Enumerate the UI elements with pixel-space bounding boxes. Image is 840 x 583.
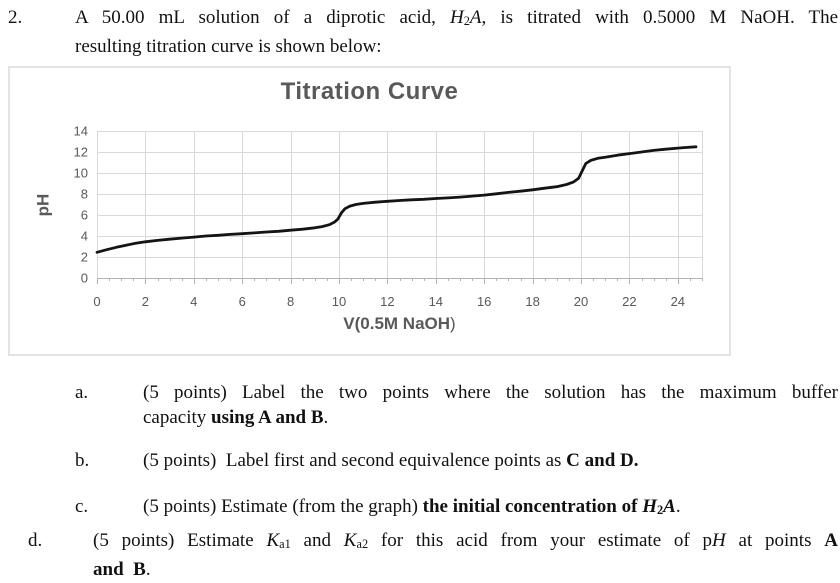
question-text: (5 points) Estimate (from the graph) the… xyxy=(143,494,838,523)
tick-label: 8 xyxy=(287,294,294,309)
text-run: 2 xyxy=(463,14,470,29)
tick-label: 10 xyxy=(332,294,346,309)
text-run: a1 xyxy=(279,537,291,552)
question-item-a: a. (5 points) Label the two points where … xyxy=(0,380,840,430)
text-run: H xyxy=(642,496,657,517)
text-run: K xyxy=(343,530,357,551)
question-text-line: and B. xyxy=(93,557,838,582)
tick-label: 18 xyxy=(525,294,539,309)
text-run: H xyxy=(450,7,464,28)
grid-lines xyxy=(97,131,703,278)
text-run: using A and B xyxy=(211,407,324,428)
text-run: A xyxy=(824,530,838,551)
tick-label: 0 xyxy=(93,294,100,309)
tick-label: 12 xyxy=(74,145,88,160)
tick-label: 2 xyxy=(81,250,88,265)
question-text-line: (5 points) Estimate (from the graph) the… xyxy=(143,494,838,523)
x-axis-title-paren: ) xyxy=(450,314,456,333)
question-text: (5 points) Label first and second equiva… xyxy=(143,448,838,473)
text-run: A 50.00 mL solution of a diprotic acid, xyxy=(75,7,450,28)
text-run: a2 xyxy=(356,537,369,552)
titration-curve xyxy=(95,145,698,254)
text-run: the initial concentration of xyxy=(422,496,643,517)
text-run: . xyxy=(145,559,151,581)
problem-number: 2. xyxy=(8,7,23,28)
tick-label: 2 xyxy=(142,294,149,309)
tick-label: 22 xyxy=(622,294,636,309)
text-run: and xyxy=(290,530,344,551)
x-axis-title-text: V(0.5M NaOH xyxy=(343,314,451,333)
tick-label: 24 xyxy=(671,294,685,309)
text-run: (5 points) Label first and second equiva… xyxy=(143,450,567,471)
question-text-line: (5 points) Label the two points where th… xyxy=(143,380,838,405)
question-marker: b. xyxy=(75,450,90,471)
axis-lines xyxy=(97,131,702,279)
problem-statement-line-1: A 50.00 mL solution of a diprotic acid, … xyxy=(75,5,838,34)
text-run: (5 points) Estimate (from the graph) xyxy=(143,496,423,517)
tick-label: 20 xyxy=(574,294,588,309)
chart-container: 0 2 4 6 8 10 12 14 16 18 20 22 24 0 2 4 6 8 10 12 14 Titrati… xyxy=(8,66,731,356)
chart-title: Titration Curve xyxy=(280,78,459,105)
question-text: (5 points) Label the two points where th… xyxy=(143,380,838,430)
question-item-d: d. (5 points) Estimate Ka1 and Ka2 for th… xyxy=(0,528,840,582)
text-run: for this acid from your estimate of p xyxy=(368,530,713,551)
question-text-line: capacity using A and B. xyxy=(143,405,838,430)
y-axis-title-text: pH xyxy=(33,193,53,216)
question-item-c: c. (5 points) Estimate (from the graph) t… xyxy=(0,494,840,523)
text-run: (5 points) Label the two points where th… xyxy=(143,382,838,403)
x-axis-title: V(0.5M NaOH) xyxy=(97,314,702,334)
text-run: (5 points) Estimate xyxy=(93,530,267,551)
text-run: C and D. xyxy=(566,450,639,471)
tick-label: 4 xyxy=(81,229,88,244)
tick-label: 16 xyxy=(477,294,491,309)
tick-label: 6 xyxy=(81,208,88,223)
text-run: , is titrated with 0.5000 M NaOH. The xyxy=(481,7,838,28)
tick-label: 6 xyxy=(239,294,246,309)
text-run: H xyxy=(712,530,726,551)
tick-label: 4 xyxy=(190,294,197,309)
tick-label: 0 xyxy=(81,271,88,286)
question-text-line: (5 points) Estimate Ka1 and Ka2 for this… xyxy=(93,528,838,557)
problem-statement: A 50.00 mL solution of a diprotic acid, … xyxy=(75,5,838,60)
tick-label: 14 xyxy=(429,294,443,309)
text-run: . xyxy=(323,407,329,428)
y-axis-title: pH xyxy=(32,131,54,278)
text-run: and B xyxy=(93,559,146,581)
text-run: 2 xyxy=(656,503,664,518)
question-text-line: (5 points) Label first and second equiva… xyxy=(143,448,838,473)
text-run: resulting titration curve is shown below… xyxy=(75,36,382,58)
question-item-b: b. (5 points) Label first and second equi… xyxy=(0,448,840,473)
question-marker: d. xyxy=(28,530,43,551)
question-text: (5 points) Estimate Ka1 and Ka2 for this… xyxy=(93,528,838,582)
question-marker: c. xyxy=(75,496,89,517)
text-run: capacity xyxy=(143,407,212,428)
text-run: K xyxy=(266,530,280,551)
text-run: A xyxy=(663,496,676,517)
tick-label: 12 xyxy=(380,294,394,309)
text-run: A xyxy=(469,7,482,28)
tick-label: 8 xyxy=(81,187,88,202)
question-marker: a. xyxy=(75,382,89,403)
problem-statement-line-2: resulting titration curve is shown below… xyxy=(75,34,838,60)
tick-label: 10 xyxy=(74,166,88,181)
tick-label: 14 xyxy=(74,124,88,139)
x-axis-ticks xyxy=(97,278,703,284)
text-run: . xyxy=(675,496,681,517)
text-run: at points xyxy=(725,530,825,551)
